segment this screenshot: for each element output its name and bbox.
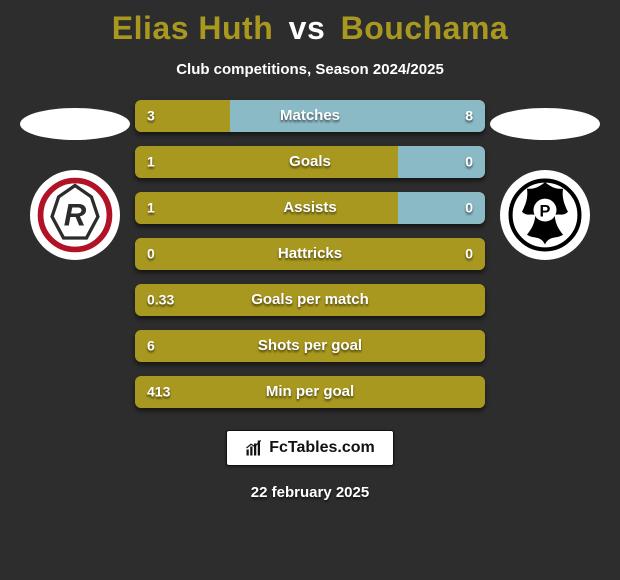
bar-left-fill xyxy=(135,192,398,224)
comparison-container: Elias Huth vs Bouchama Club competitions… xyxy=(0,0,620,580)
stat-row: 6 Shots per goal xyxy=(135,330,485,362)
stat-value-left: 6 xyxy=(147,338,155,354)
stat-row: 3 8 Matches xyxy=(135,100,485,132)
stat-label: Goals per match xyxy=(251,291,369,308)
right-side: P xyxy=(485,100,605,260)
stat-label: Min per goal xyxy=(266,383,354,400)
subtitle: Club competitions, Season 2024/2025 xyxy=(176,61,444,78)
title-player1: Elias Huth xyxy=(112,10,273,46)
stat-row: 1 0 Goals xyxy=(135,146,485,178)
stat-label: Matches xyxy=(280,107,340,124)
main-row: R 3 8 Matches 1 0 Goals 1 0 Assists 0 0 Hattricks 0.… xyxy=(0,100,620,408)
right-team-logo: P xyxy=(500,170,590,260)
stat-row: 413 Min per goal xyxy=(135,376,485,408)
left-side: R xyxy=(15,100,135,260)
left-logo-svg: R xyxy=(34,174,116,256)
stat-row: 0.33 Goals per match xyxy=(135,284,485,316)
stat-label: Goals xyxy=(289,153,331,170)
svg-text:P: P xyxy=(540,203,551,221)
date-label: 22 february 2025 xyxy=(251,484,369,501)
stat-value-left: 413 xyxy=(147,384,170,400)
bar-right-fill xyxy=(230,100,486,132)
chart-icon xyxy=(245,439,263,457)
right-logo-svg: P xyxy=(504,174,586,256)
bar-left-fill xyxy=(135,146,398,178)
svg-text:R: R xyxy=(64,198,87,233)
title-vs: vs xyxy=(289,10,326,46)
stat-row: 1 0 Assists xyxy=(135,192,485,224)
footer-brand-text: FcTables.com xyxy=(269,439,375,457)
page-title: Elias Huth vs Bouchama xyxy=(112,10,508,47)
stat-value-left: 0.33 xyxy=(147,292,174,308)
left-ellipse xyxy=(20,108,130,140)
stat-value-right: 8 xyxy=(465,108,473,124)
stat-label: Assists xyxy=(283,199,336,216)
stat-label: Hattricks xyxy=(278,245,342,262)
stat-label: Shots per goal xyxy=(258,337,362,354)
stat-row: 0 0 Hattricks xyxy=(135,238,485,270)
right-ellipse xyxy=(490,108,600,140)
stat-value-right: 0 xyxy=(465,200,473,216)
left-team-logo: R xyxy=(30,170,120,260)
title-player2: Bouchama xyxy=(341,10,509,46)
stat-bars: 3 8 Matches 1 0 Goals 1 0 Assists 0 0 Hattricks 0.33… xyxy=(135,100,485,408)
stat-value-left: 3 xyxy=(147,108,155,124)
stat-value-left: 1 xyxy=(147,154,155,170)
stat-value-right: 0 xyxy=(465,154,473,170)
stat-value-left: 0 xyxy=(147,246,155,262)
footer-brand-badge[interactable]: FcTables.com xyxy=(226,430,394,466)
stat-value-right: 0 xyxy=(465,246,473,262)
stat-value-left: 1 xyxy=(147,200,155,216)
